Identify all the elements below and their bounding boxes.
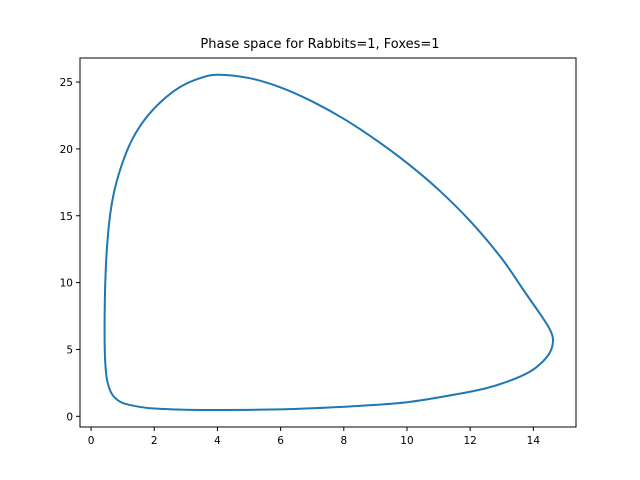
y-tick-label: 15 <box>60 211 73 223</box>
x-tick-label: 6 <box>277 435 284 447</box>
x-tick-label: 8 <box>340 435 347 447</box>
x-tick-label: 2 <box>151 435 158 447</box>
chart-title: Phase space for Rabbits=1, Foxes=1 <box>200 37 439 52</box>
x-axis: 0 2 4 6 8 10 12 14 <box>88 427 541 447</box>
y-tick-label: 5 <box>66 344 73 356</box>
series-line <box>103 73 554 412</box>
plot-area-frame <box>79 57 577 428</box>
x-tick-label: 4 <box>214 435 221 447</box>
y-tick-label: 0 <box>66 411 73 423</box>
x-tick-label: 12 <box>463 435 476 447</box>
y-tick-label: 25 <box>60 77 73 89</box>
y-axis: 0 5 10 15 20 25 <box>60 77 80 423</box>
x-tick-label: 14 <box>527 435 541 447</box>
y-tick-label: 10 <box>60 278 73 290</box>
x-tick-label: 10 <box>400 435 413 447</box>
y-tick-label: 20 <box>60 144 73 156</box>
x-tick-label: 0 <box>88 435 95 447</box>
